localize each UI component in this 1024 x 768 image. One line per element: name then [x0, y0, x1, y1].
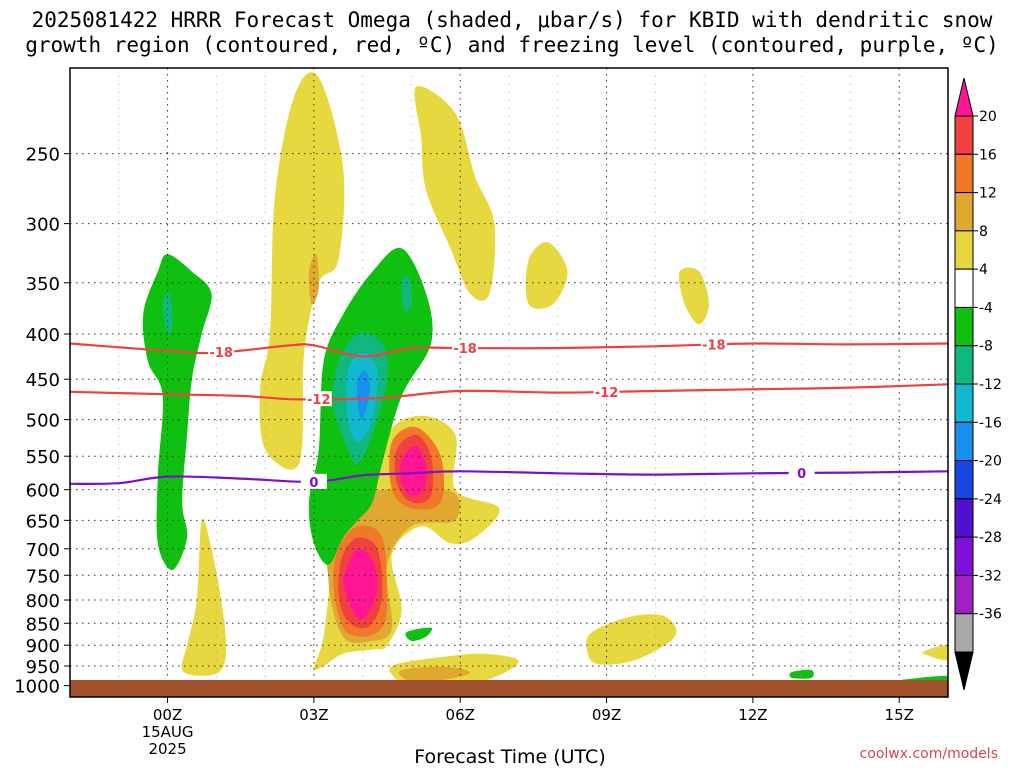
x-axis-label: Forecast Time (UTC) — [414, 746, 606, 768]
colorbar-box — [954, 536, 974, 576]
omega-region-neg8-25 — [162, 292, 173, 335]
y-tick-label-700: 700 — [26, 540, 60, 561]
isotherm-label-bg — [452, 340, 479, 356]
colorbar-top-arrow — [954, 77, 974, 117]
x-tick-label-06Z: 06Z — [446, 706, 475, 724]
isotherm-label-neg18: -18 — [702, 339, 726, 354]
colorbar-label-4: 4 — [979, 262, 988, 278]
colorbar-label-neg24: -24 — [979, 492, 1002, 508]
y-tick-label-900: 900 — [26, 636, 60, 657]
colorbar-label-neg4: -4 — [979, 300, 993, 316]
colorbar-box — [954, 345, 974, 385]
colorbar-label-16: 16 — [979, 147, 997, 163]
omega-region-8-12 — [398, 666, 471, 683]
isotherm-label-bg — [208, 344, 235, 360]
colorbar-box — [954, 192, 974, 232]
y-tick-label-950: 950 — [26, 657, 60, 678]
isotherm-line-neg12 — [70, 383, 948, 401]
colorbar-box — [954, 268, 974, 308]
colorbar-box — [954, 498, 974, 538]
omega-region-neg8-26 — [401, 275, 412, 311]
isotherm-label-bg — [788, 464, 815, 480]
x-tick-label-09Z: 09Z — [592, 706, 621, 724]
colorbar-label-12: 12 — [979, 186, 997, 202]
omega-region-4-5 — [678, 267, 709, 325]
omega-region-neg4-22 — [789, 669, 814, 679]
isotherm-line-0 — [70, 470, 948, 486]
y-tick-label-1000: 1000 — [14, 677, 60, 698]
colorbar-box — [954, 574, 974, 615]
isotherm-label-0: 0 — [797, 467, 806, 482]
y-tick-label-650: 650 — [26, 511, 60, 532]
colorbar-label-neg8: -8 — [979, 339, 993, 355]
surface-ground — [70, 680, 948, 697]
y-tick-label-400: 400 — [26, 325, 60, 346]
colorbar-box — [954, 306, 974, 347]
isotherm-label-0: 0 — [309, 476, 318, 491]
isotherm-label-bg — [700, 336, 727, 352]
omega-region-20-18 — [400, 445, 427, 497]
omega-region-4-4 — [525, 242, 568, 309]
isotherm-label-bg — [305, 391, 332, 407]
omega-region-4-0 — [181, 518, 227, 676]
y-tick-label-300: 300 — [26, 215, 60, 236]
y-tick-label-450: 450 — [26, 370, 60, 391]
colorbar-label-neg28: -28 — [979, 530, 1002, 546]
chart-title-line-1: 2025081422 HRRR Forecast Omega (shaded, … — [31, 8, 993, 32]
colorbar-box — [954, 383, 974, 423]
isotherm-label-neg12: -12 — [307, 393, 331, 408]
colorbar-label-neg36: -36 — [979, 607, 1002, 623]
colorbar-bottom-arrow — [954, 651, 974, 691]
isotherm-label-neg18: -18 — [453, 342, 477, 357]
omega-region-20-17 — [343, 548, 378, 620]
y-tick-label-600: 600 — [26, 481, 60, 502]
colorbar-box — [954, 421, 974, 462]
colorbar-label-20: 20 — [979, 109, 997, 125]
y-tick-label-750: 750 — [26, 566, 60, 587]
omega-region-neg16-28 — [357, 370, 371, 421]
omega-region-4-2 — [259, 72, 345, 470]
omega-region-4-8 — [586, 614, 677, 665]
omega-region-4-3 — [414, 86, 496, 301]
colorbar-label-neg32: -32 — [979, 568, 1002, 584]
credit-text: coolwx.com/models — [859, 746, 998, 762]
colorbar-label-neg16: -16 — [979, 415, 1002, 431]
isotherm-label-bg — [593, 383, 620, 399]
y-tick-label-500: 500 — [26, 411, 60, 432]
y-tick-label-800: 800 — [26, 591, 60, 612]
omega-region-neg4-19 — [142, 254, 212, 571]
colorbar-box — [954, 230, 974, 270]
isotherm-label-bg — [300, 473, 327, 489]
colorbar-box — [954, 613, 974, 653]
x-tick-label-15Z: 15Z — [885, 706, 914, 724]
colorbar-label-neg20: -20 — [979, 454, 1002, 470]
x-tick-label-00Z: 00Z — [153, 706, 182, 724]
x-tick-date-day: 15AUG — [142, 723, 194, 741]
y-tick-label-850: 850 — [26, 614, 60, 635]
colorbar-box — [954, 115, 974, 155]
x-tick-date-year: 2025 — [148, 740, 186, 758]
colorbar-box — [954, 153, 974, 194]
y-tick-label-250: 250 — [26, 145, 60, 166]
chart-title-line-2: growth region (contoured, red, ºC) and f… — [25, 33, 999, 57]
colorbar-box — [954, 460, 974, 500]
isotherm-label-neg18: -18 — [209, 346, 233, 361]
y-tick-label-350: 350 — [26, 274, 60, 295]
x-tick-label-12Z: 12Z — [738, 706, 767, 724]
colorbar-label-neg12: -12 — [979, 377, 1002, 393]
isotherm-label-neg12: -12 — [595, 386, 619, 401]
colorbar-label-8: 8 — [979, 224, 988, 240]
omega-region-neg4-21 — [405, 627, 433, 642]
omega-region-4-9 — [922, 644, 948, 661]
y-tick-label-550: 550 — [26, 447, 60, 468]
plot-frame — [69, 67, 949, 698]
x-tick-label-03Z: 03Z — [299, 706, 328, 724]
